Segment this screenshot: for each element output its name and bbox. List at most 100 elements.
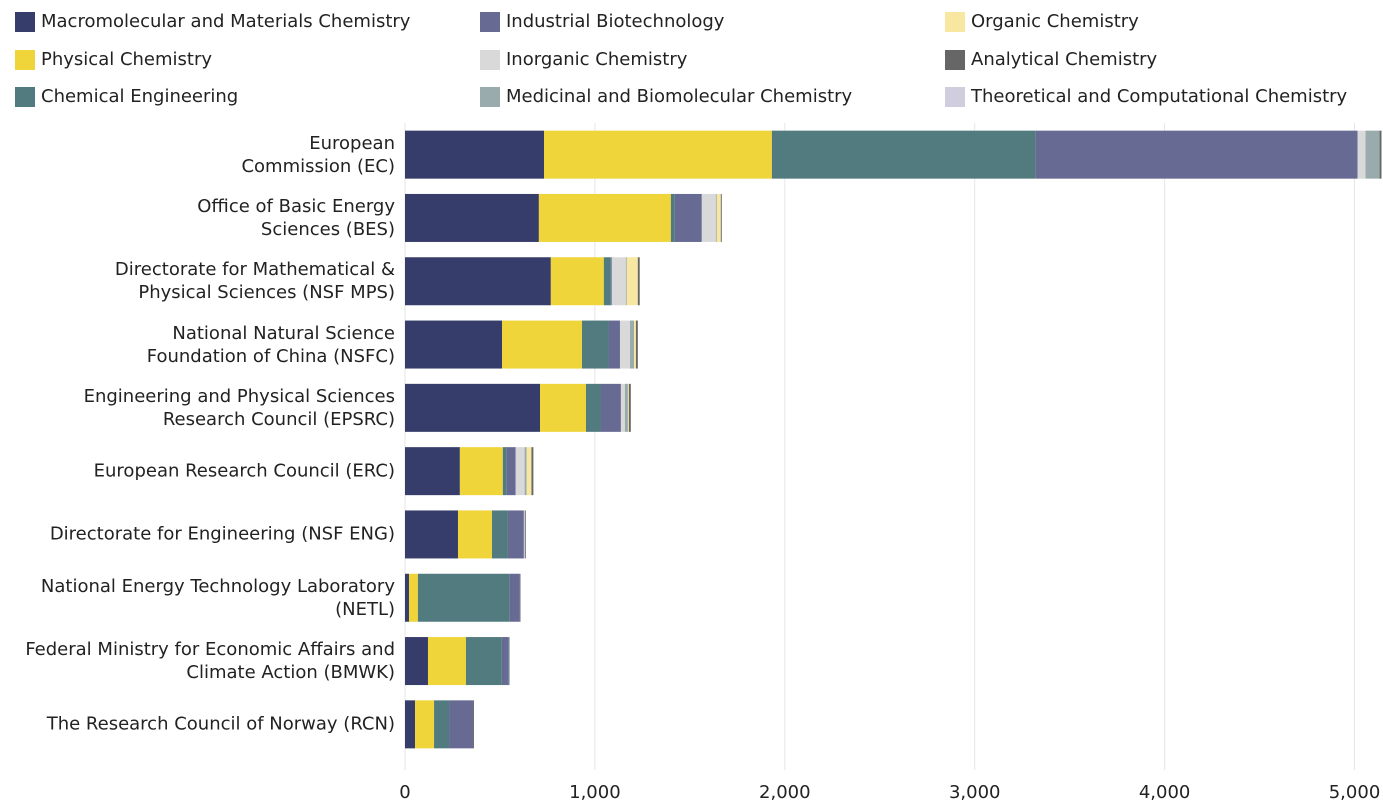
- x-tick-label: 5,000: [1329, 782, 1381, 803]
- bar-segment: [550, 257, 604, 306]
- y-tick-label: National Natural Science Foundation of C…: [146, 322, 395, 367]
- legend-swatch: [945, 87, 965, 107]
- y-tick-label: National Energy Technology Laboratory (N…: [40, 575, 395, 620]
- bar-segment: [531, 447, 534, 496]
- bar-segment: [415, 700, 435, 749]
- y-tick-label: Engineering and Physical Sciences Resear…: [83, 385, 395, 430]
- bar-segment: [506, 447, 516, 496]
- x-tick-label: 3,000: [949, 782, 1001, 803]
- bar-segment: [611, 257, 626, 306]
- bar-segment: [637, 257, 640, 306]
- bar-segment: [625, 257, 627, 306]
- bar-segment: [608, 320, 620, 369]
- bar-segment: [585, 383, 601, 432]
- bar-segment: [619, 320, 631, 369]
- bar-segment: [610, 257, 612, 306]
- legend-label: Inorganic Chemistry: [506, 49, 688, 70]
- bar-segment: [620, 383, 625, 432]
- legend-swatch: [480, 50, 500, 70]
- legend-swatch: [480, 87, 500, 107]
- bar-segment: [427, 637, 466, 686]
- bar-segment: [408, 573, 418, 622]
- bar-segment: [524, 447, 527, 496]
- x-tick-label: 2,000: [759, 782, 811, 803]
- legend-label: Chemical Engineering: [41, 86, 238, 107]
- bar-segment: [674, 193, 702, 242]
- legend-swatch: [15, 87, 35, 107]
- bar-segment: [630, 320, 635, 369]
- legend-label: Analytical Chemistry: [971, 49, 1158, 70]
- y-tick-label: European Commission (EC): [241, 132, 395, 177]
- bar-segment: [502, 447, 507, 496]
- legend-label: Organic Chemistry: [971, 11, 1139, 32]
- bar-segment: [405, 637, 428, 686]
- bar-segment: [1357, 130, 1366, 179]
- legend-label: Macromolecular and Materials Chemistry: [41, 11, 411, 32]
- bar-segment: [526, 447, 532, 496]
- bar-segment: [626, 257, 638, 306]
- bar-segment: [544, 130, 772, 179]
- y-tick-label: European Research Council (ERC): [93, 460, 395, 482]
- y-tick-label: Office of Basic Energy Sciences (BES): [197, 195, 395, 240]
- bar-segment: [507, 510, 524, 559]
- bar-segment: [405, 130, 545, 179]
- bar-segment: [600, 383, 621, 432]
- bar-segment: [405, 193, 539, 242]
- bar-segment: [670, 193, 675, 242]
- bar-segment: [603, 257, 611, 306]
- bar-segment: [515, 447, 525, 496]
- legend-swatch: [945, 12, 965, 32]
- bar-segment: [417, 573, 510, 622]
- bar-segment: [716, 193, 721, 242]
- x-tick-label: 0: [399, 782, 410, 803]
- bar-segment: [771, 130, 1036, 179]
- bar-segment: [1379, 130, 1382, 179]
- bar-segment: [523, 510, 525, 559]
- legend-label: Medicinal and Biomolecular Chemistry: [506, 86, 853, 107]
- bar-segment: [1035, 130, 1358, 179]
- y-tick-label: The Research Council of Norway (RCN): [46, 713, 395, 735]
- legend-swatch: [945, 50, 965, 70]
- bar-segment: [508, 637, 510, 686]
- legend-swatch: [15, 50, 35, 70]
- legend-swatch: [480, 12, 500, 32]
- bar-segment: [501, 637, 509, 686]
- y-tick-label: Federal Ministry for Economic Affairs an…: [25, 639, 395, 684]
- bar-segment: [581, 320, 609, 369]
- bar-segment: [519, 573, 521, 622]
- bar-segment: [509, 573, 520, 622]
- y-tick-label: Directorate for Mathematical & Physical …: [114, 259, 395, 304]
- bar-segment: [434, 700, 450, 749]
- bar-segment: [524, 510, 526, 559]
- bar-segment: [405, 257, 551, 306]
- bar-segment: [715, 193, 717, 242]
- y-tick-label: Directorate for Engineering (NSF ENG): [49, 523, 395, 545]
- bar-segment: [472, 700, 474, 749]
- legend-swatch: [15, 12, 35, 32]
- bar-segment: [624, 383, 628, 432]
- legend-label: Industrial Biotechnology: [506, 11, 725, 32]
- bar-segment: [1365, 130, 1380, 179]
- bar-segment: [627, 383, 629, 432]
- bar-segment: [701, 193, 716, 242]
- legend-label: Theoretical and Computational Chemistry: [970, 86, 1348, 107]
- x-tick-label: 1,000: [569, 782, 621, 803]
- bar-segment: [405, 510, 458, 559]
- bar-segment: [405, 700, 416, 749]
- bar-segment: [538, 193, 671, 242]
- bar-segment: [405, 447, 460, 496]
- bar-segment: [405, 573, 409, 622]
- bar-segment: [405, 383, 541, 432]
- bar-segment: [502, 320, 582, 369]
- bar-segment: [459, 447, 503, 496]
- bar-segment: [457, 510, 492, 559]
- bar-segment: [405, 320, 503, 369]
- bar-segment: [449, 700, 473, 749]
- legend-label: Physical Chemistry: [41, 49, 212, 70]
- x-tick-label: 4,000: [1139, 782, 1191, 803]
- bar-segment: [635, 320, 638, 369]
- bar-segment: [720, 193, 722, 242]
- bar-segment: [465, 637, 502, 686]
